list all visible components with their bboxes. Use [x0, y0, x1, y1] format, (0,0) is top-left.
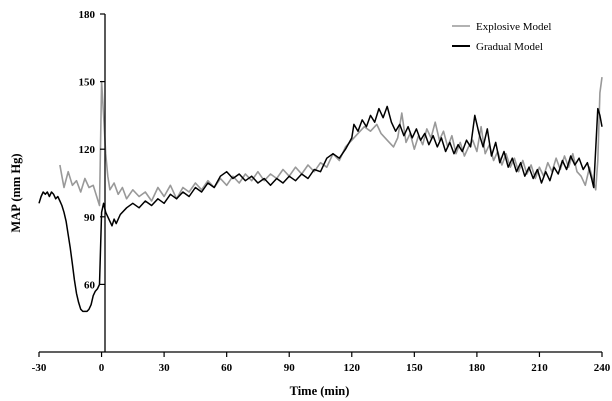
x-tick-label: 60 [221, 362, 233, 374]
series-line-explosive [59, 76, 603, 207]
legend: Explosive Model Gradual Model [452, 21, 551, 53]
y-tick-label: 180 [79, 9, 96, 21]
x-tick-label: 180 [469, 362, 486, 374]
y-axis-title: MAP (mm Hg) [9, 153, 23, 232]
plot-lines [38, 76, 603, 313]
x-tick-label: 120 [344, 362, 361, 374]
x-axis-title: Time (min) [290, 384, 350, 398]
y-tick-label: 90 [84, 212, 96, 224]
legend-label: Explosive Model [476, 21, 551, 33]
legend-label: Gradual Model [476, 41, 543, 53]
y-tick-label: 150 [79, 77, 96, 89]
y-tick-label: 120 [79, 144, 96, 156]
x-tick-label: 0 [99, 362, 105, 374]
x-tick-label: 30 [159, 362, 171, 374]
axes [39, 14, 602, 353]
x-tick-label: 210 [531, 362, 548, 374]
x-tick-label: 90 [284, 362, 296, 374]
ticks: -30 0 30 60 90 120 150 180 210 240 60 90 120 150 180 [32, 9, 611, 374]
x-tick-label: -30 [32, 362, 47, 374]
series-line-gradual [38, 105, 603, 313]
x-tick-label: 240 [594, 362, 611, 374]
x-tick-label: 150 [406, 362, 423, 374]
y-tick-label: 60 [84, 279, 96, 291]
